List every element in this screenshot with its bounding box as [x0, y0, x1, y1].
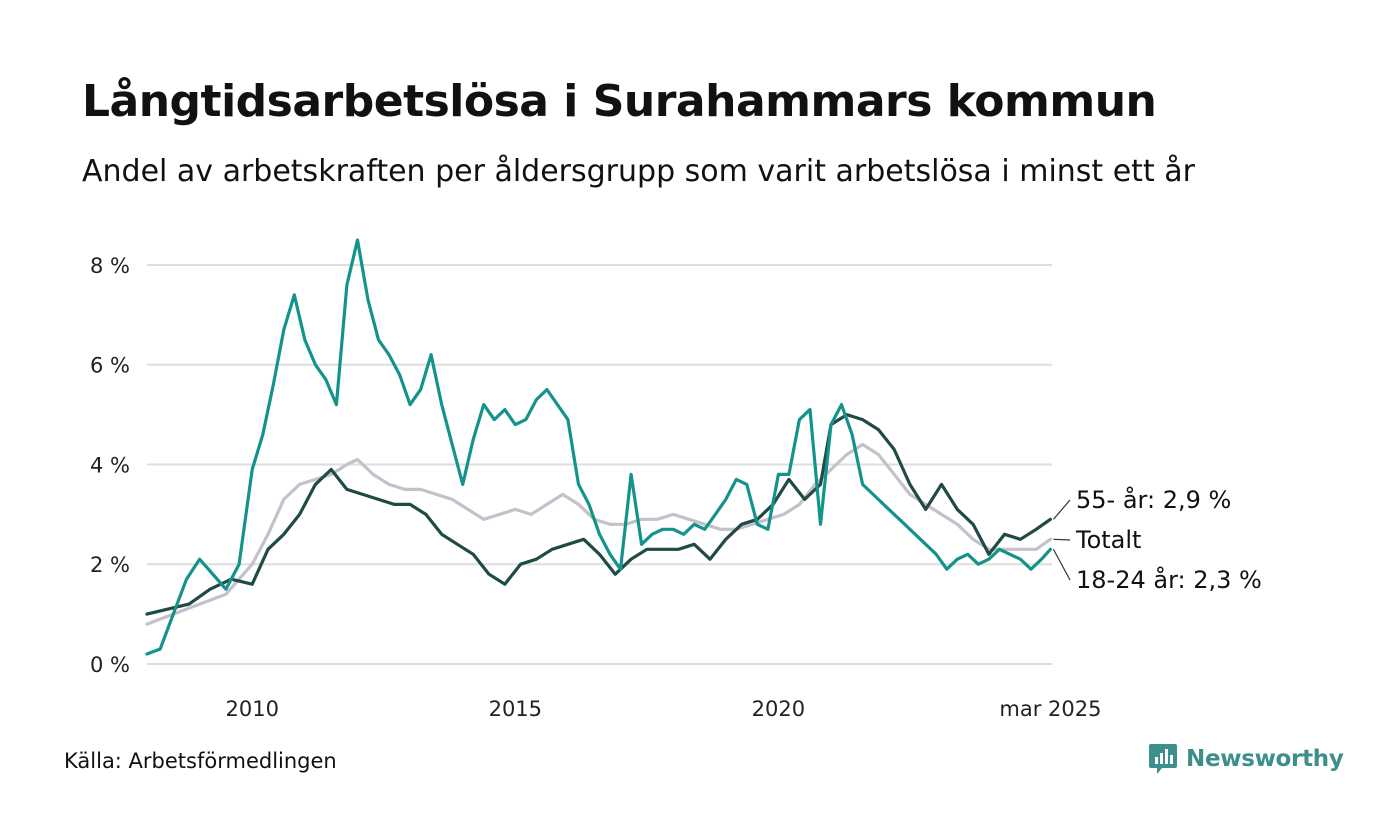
- brand-name: Newsworthy: [1186, 746, 1344, 772]
- y-tick-label: 2 %: [90, 553, 130, 577]
- y-tick-label: 4 %: [90, 453, 130, 477]
- end-labels: 55- år: 2,9 % Totalt 18-24 år: 2,3 %: [1052, 485, 1262, 594]
- source-note: Källa: Arbetsförmedlingen: [64, 749, 337, 773]
- y-axis: 0 % 2 % 4 % 6 % 8 %: [90, 254, 130, 677]
- x-tick-label: 2010: [226, 697, 279, 721]
- x-tick-label: 2015: [489, 697, 542, 721]
- brand: Newsworthy: [1148, 742, 1344, 776]
- end-label-total: Totalt: [1075, 526, 1141, 554]
- end-label-55: 55- år: 2,9 %: [1076, 485, 1231, 514]
- series-lines: [145, 238, 1053, 656]
- leader-line: [1052, 499, 1071, 520]
- x-tick-label: 2020: [752, 697, 805, 721]
- grid-lines: [147, 263, 1052, 665]
- y-tick-label: 0 %: [90, 653, 130, 677]
- leader-line: [1052, 548, 1071, 581]
- chart-subtitle: Andel av arbetskraften per åldersgrupp s…: [82, 154, 1195, 189]
- chart-title: Långtidsarbetslösa i Surahammars kommun: [82, 76, 1157, 127]
- x-tick-label: mar 2025: [999, 697, 1101, 721]
- series-line-18-24: [145, 238, 1053, 656]
- y-tick-label: 6 %: [90, 354, 130, 378]
- x-axis: 2010 2015 2020 mar 2025: [226, 697, 1102, 721]
- leader-line: [1053, 538, 1071, 541]
- series-line-55: [145, 413, 1053, 616]
- y-tick-label: 8 %: [90, 254, 130, 278]
- end-label-18-24: 18-24 år: 2,3 %: [1076, 565, 1262, 594]
- newsworthy-logo-icon: [1149, 744, 1177, 774]
